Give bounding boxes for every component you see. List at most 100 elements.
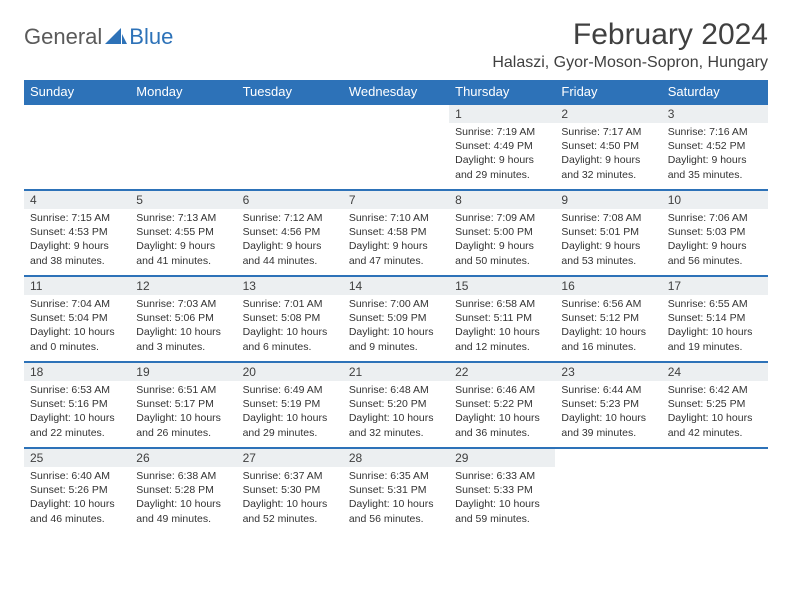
day-details: Sunrise: 7:12 AMSunset: 4:56 PMDaylight:… [237,209,343,272]
day-details: Sunrise: 6:53 AMSunset: 5:16 PMDaylight:… [24,381,130,444]
calendar-day-cell: 1Sunrise: 7:19 AMSunset: 4:49 PMDaylight… [449,104,555,190]
day-details: Sunrise: 7:16 AMSunset: 4:52 PMDaylight:… [662,123,768,186]
calendar-day-cell [343,104,449,190]
calendar-day-cell: 12Sunrise: 7:03 AMSunset: 5:06 PMDayligh… [130,276,236,362]
weekday-header: Wednesday [343,80,449,104]
calendar-day-cell [237,104,343,190]
calendar-day-cell: 24Sunrise: 6:42 AMSunset: 5:25 PMDayligh… [662,362,768,448]
calendar-day-cell: 5Sunrise: 7:13 AMSunset: 4:55 PMDaylight… [130,190,236,276]
day-number-bar: 3 [662,105,768,123]
calendar-week-row: 1Sunrise: 7:19 AMSunset: 4:49 PMDaylight… [24,104,768,190]
day-number-bar: 26 [130,449,236,467]
day-number-bar: 17 [662,277,768,295]
calendar-day-cell: 23Sunrise: 6:44 AMSunset: 5:23 PMDayligh… [555,362,661,448]
day-number-bar: 6 [237,191,343,209]
calendar-week-row: 18Sunrise: 6:53 AMSunset: 5:16 PMDayligh… [24,362,768,448]
weekday-header: Tuesday [237,80,343,104]
day-details: Sunrise: 6:56 AMSunset: 5:12 PMDaylight:… [555,295,661,358]
calendar-day-cell: 27Sunrise: 6:37 AMSunset: 5:30 PMDayligh… [237,448,343,534]
day-details: Sunrise: 7:04 AMSunset: 5:04 PMDaylight:… [24,295,130,358]
day-details: Sunrise: 6:44 AMSunset: 5:23 PMDaylight:… [555,381,661,444]
calendar-day-cell: 15Sunrise: 6:58 AMSunset: 5:11 PMDayligh… [449,276,555,362]
day-number-bar: 20 [237,363,343,381]
calendar-day-cell [555,448,661,534]
calendar-day-cell: 8Sunrise: 7:09 AMSunset: 5:00 PMDaylight… [449,190,555,276]
calendar-day-cell: 19Sunrise: 6:51 AMSunset: 5:17 PMDayligh… [130,362,236,448]
day-number-bar [130,105,236,123]
weekday-header: Sunday [24,80,130,104]
calendar-day-cell: 14Sunrise: 7:00 AMSunset: 5:09 PMDayligh… [343,276,449,362]
day-details: Sunrise: 7:10 AMSunset: 4:58 PMDaylight:… [343,209,449,272]
calendar-week-row: 4Sunrise: 7:15 AMSunset: 4:53 PMDaylight… [24,190,768,276]
day-number-bar: 9 [555,191,661,209]
day-details: Sunrise: 6:58 AMSunset: 5:11 PMDaylight:… [449,295,555,358]
day-details: Sunrise: 7:15 AMSunset: 4:53 PMDaylight:… [24,209,130,272]
calendar-day-cell: 13Sunrise: 7:01 AMSunset: 5:08 PMDayligh… [237,276,343,362]
day-number-bar: 16 [555,277,661,295]
day-number-bar: 24 [662,363,768,381]
day-number-bar: 11 [24,277,130,295]
calendar-day-cell: 9Sunrise: 7:08 AMSunset: 5:01 PMDaylight… [555,190,661,276]
day-number-bar: 21 [343,363,449,381]
calendar-week-row: 11Sunrise: 7:04 AMSunset: 5:04 PMDayligh… [24,276,768,362]
day-details: Sunrise: 7:13 AMSunset: 4:55 PMDaylight:… [130,209,236,272]
day-number-bar: 14 [343,277,449,295]
logo-text-blue: Blue [129,24,173,50]
day-details: Sunrise: 7:00 AMSunset: 5:09 PMDaylight:… [343,295,449,358]
calendar-day-cell: 4Sunrise: 7:15 AMSunset: 4:53 PMDaylight… [24,190,130,276]
day-details: Sunrise: 6:35 AMSunset: 5:31 PMDaylight:… [343,467,449,530]
calendar-day-cell: 25Sunrise: 6:40 AMSunset: 5:26 PMDayligh… [24,448,130,534]
day-details: Sunrise: 6:38 AMSunset: 5:28 PMDaylight:… [130,467,236,530]
calendar-day-cell: 2Sunrise: 7:17 AMSunset: 4:50 PMDaylight… [555,104,661,190]
calendar-day-cell: 3Sunrise: 7:16 AMSunset: 4:52 PMDaylight… [662,104,768,190]
month-title: February 2024 [492,18,768,52]
day-number-bar [343,105,449,123]
calendar-day-cell: 7Sunrise: 7:10 AMSunset: 4:58 PMDaylight… [343,190,449,276]
day-details: Sunrise: 6:55 AMSunset: 5:14 PMDaylight:… [662,295,768,358]
calendar-page: General Blue February 2024 Halaszi, Gyor… [0,0,792,552]
calendar-day-cell: 29Sunrise: 6:33 AMSunset: 5:33 PMDayligh… [449,448,555,534]
day-details: Sunrise: 6:49 AMSunset: 5:19 PMDaylight:… [237,381,343,444]
calendar-day-cell: 18Sunrise: 6:53 AMSunset: 5:16 PMDayligh… [24,362,130,448]
day-number-bar: 4 [24,191,130,209]
day-number-bar [555,449,661,467]
logo: General Blue [24,24,173,50]
calendar-day-cell: 22Sunrise: 6:46 AMSunset: 5:22 PMDayligh… [449,362,555,448]
day-number-bar: 2 [555,105,661,123]
calendar-body: 1Sunrise: 7:19 AMSunset: 4:49 PMDaylight… [24,104,768,534]
day-number-bar: 8 [449,191,555,209]
day-number-bar: 25 [24,449,130,467]
day-number-bar [237,105,343,123]
logo-sail-icon [105,28,127,46]
day-details: Sunrise: 6:37 AMSunset: 5:30 PMDaylight:… [237,467,343,530]
calendar-day-cell: 11Sunrise: 7:04 AMSunset: 5:04 PMDayligh… [24,276,130,362]
calendar-day-cell: 28Sunrise: 6:35 AMSunset: 5:31 PMDayligh… [343,448,449,534]
day-details: Sunrise: 6:33 AMSunset: 5:33 PMDaylight:… [449,467,555,530]
day-details: Sunrise: 7:01 AMSunset: 5:08 PMDaylight:… [237,295,343,358]
calendar-head: SundayMondayTuesdayWednesdayThursdayFrid… [24,80,768,104]
day-details: Sunrise: 7:19 AMSunset: 4:49 PMDaylight:… [449,123,555,186]
day-number-bar: 12 [130,277,236,295]
day-number-bar: 28 [343,449,449,467]
day-number-bar: 19 [130,363,236,381]
day-details: Sunrise: 7:09 AMSunset: 5:00 PMDaylight:… [449,209,555,272]
day-details: Sunrise: 6:48 AMSunset: 5:20 PMDaylight:… [343,381,449,444]
weekday-header: Thursday [449,80,555,104]
logo-text-general: General [24,24,102,50]
day-number-bar: 22 [449,363,555,381]
day-details: Sunrise: 7:06 AMSunset: 5:03 PMDaylight:… [662,209,768,272]
title-block: February 2024 Halaszi, Gyor-Moson-Sopron… [492,18,768,72]
calendar-day-cell: 6Sunrise: 7:12 AMSunset: 4:56 PMDaylight… [237,190,343,276]
weekday-header: Monday [130,80,236,104]
weekday-row: SundayMondayTuesdayWednesdayThursdayFrid… [24,80,768,104]
day-number-bar: 27 [237,449,343,467]
day-number-bar: 5 [130,191,236,209]
day-number-bar [24,105,130,123]
calendar-day-cell: 21Sunrise: 6:48 AMSunset: 5:20 PMDayligh… [343,362,449,448]
header: General Blue February 2024 Halaszi, Gyor… [24,18,768,72]
day-details: Sunrise: 7:03 AMSunset: 5:06 PMDaylight:… [130,295,236,358]
calendar-day-cell [662,448,768,534]
calendar-day-cell: 26Sunrise: 6:38 AMSunset: 5:28 PMDayligh… [130,448,236,534]
day-number-bar: 13 [237,277,343,295]
day-number-bar: 15 [449,277,555,295]
